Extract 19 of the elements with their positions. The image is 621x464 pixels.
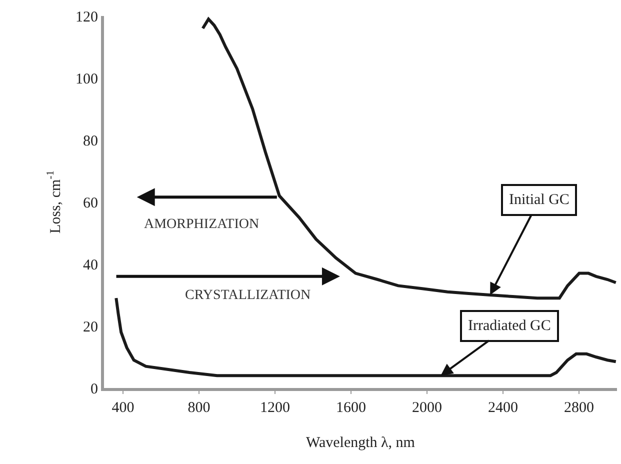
- annotation: Irradiated GC: [468, 318, 551, 334]
- y-tick-label: 80: [83, 133, 98, 150]
- x-tick-label: 1200: [260, 400, 290, 416]
- x-tick-label: 1600: [336, 400, 366, 416]
- x-tick-label: 800: [188, 400, 210, 416]
- x-tick-label: 2000: [412, 400, 442, 416]
- x-tick-label: 400: [112, 400, 134, 416]
- annotation: AMORPHIZATION: [144, 217, 260, 232]
- annotation: CRYSTALLIZATION: [185, 288, 311, 303]
- x-tick-label: 2400: [488, 400, 518, 416]
- y-tick-label: 0: [90, 381, 98, 398]
- y-tick-label: 100: [76, 71, 98, 88]
- y-tick-label: 40: [83, 257, 98, 274]
- y-tick-label: 20: [83, 319, 98, 336]
- y-tick-label: 60: [83, 195, 98, 212]
- annotation: Initial GC: [509, 192, 570, 208]
- x-axis-title: Wavelength λ, nm: [306, 435, 416, 451]
- y-tick-label: 120: [76, 9, 98, 26]
- x-tick-label: 2800: [564, 400, 594, 416]
